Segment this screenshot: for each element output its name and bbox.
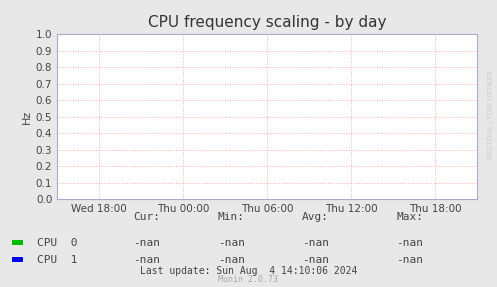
- Text: -nan: -nan: [218, 238, 245, 247]
- Text: Munin 2.0.73: Munin 2.0.73: [219, 275, 278, 284]
- Text: CPU  1: CPU 1: [37, 255, 78, 265]
- Text: -nan: -nan: [397, 255, 423, 265]
- Text: -nan: -nan: [133, 255, 160, 265]
- Y-axis label: Hz: Hz: [22, 110, 32, 124]
- Text: CPU  0: CPU 0: [37, 238, 78, 247]
- Text: -nan: -nan: [133, 238, 160, 247]
- Text: -nan: -nan: [302, 255, 329, 265]
- Text: -nan: -nan: [397, 238, 423, 247]
- Text: Cur:: Cur:: [133, 212, 160, 222]
- Title: CPU frequency scaling - by day: CPU frequency scaling - by day: [148, 15, 386, 30]
- Text: Avg:: Avg:: [302, 212, 329, 222]
- Text: Max:: Max:: [397, 212, 423, 222]
- Text: -nan: -nan: [218, 255, 245, 265]
- Text: -nan: -nan: [302, 238, 329, 247]
- Text: Min:: Min:: [218, 212, 245, 222]
- Text: Last update: Sun Aug  4 14:10:06 2024: Last update: Sun Aug 4 14:10:06 2024: [140, 266, 357, 276]
- Text: RRDTOOL / TOBI OETIKER: RRDTOOL / TOBI OETIKER: [488, 70, 494, 159]
